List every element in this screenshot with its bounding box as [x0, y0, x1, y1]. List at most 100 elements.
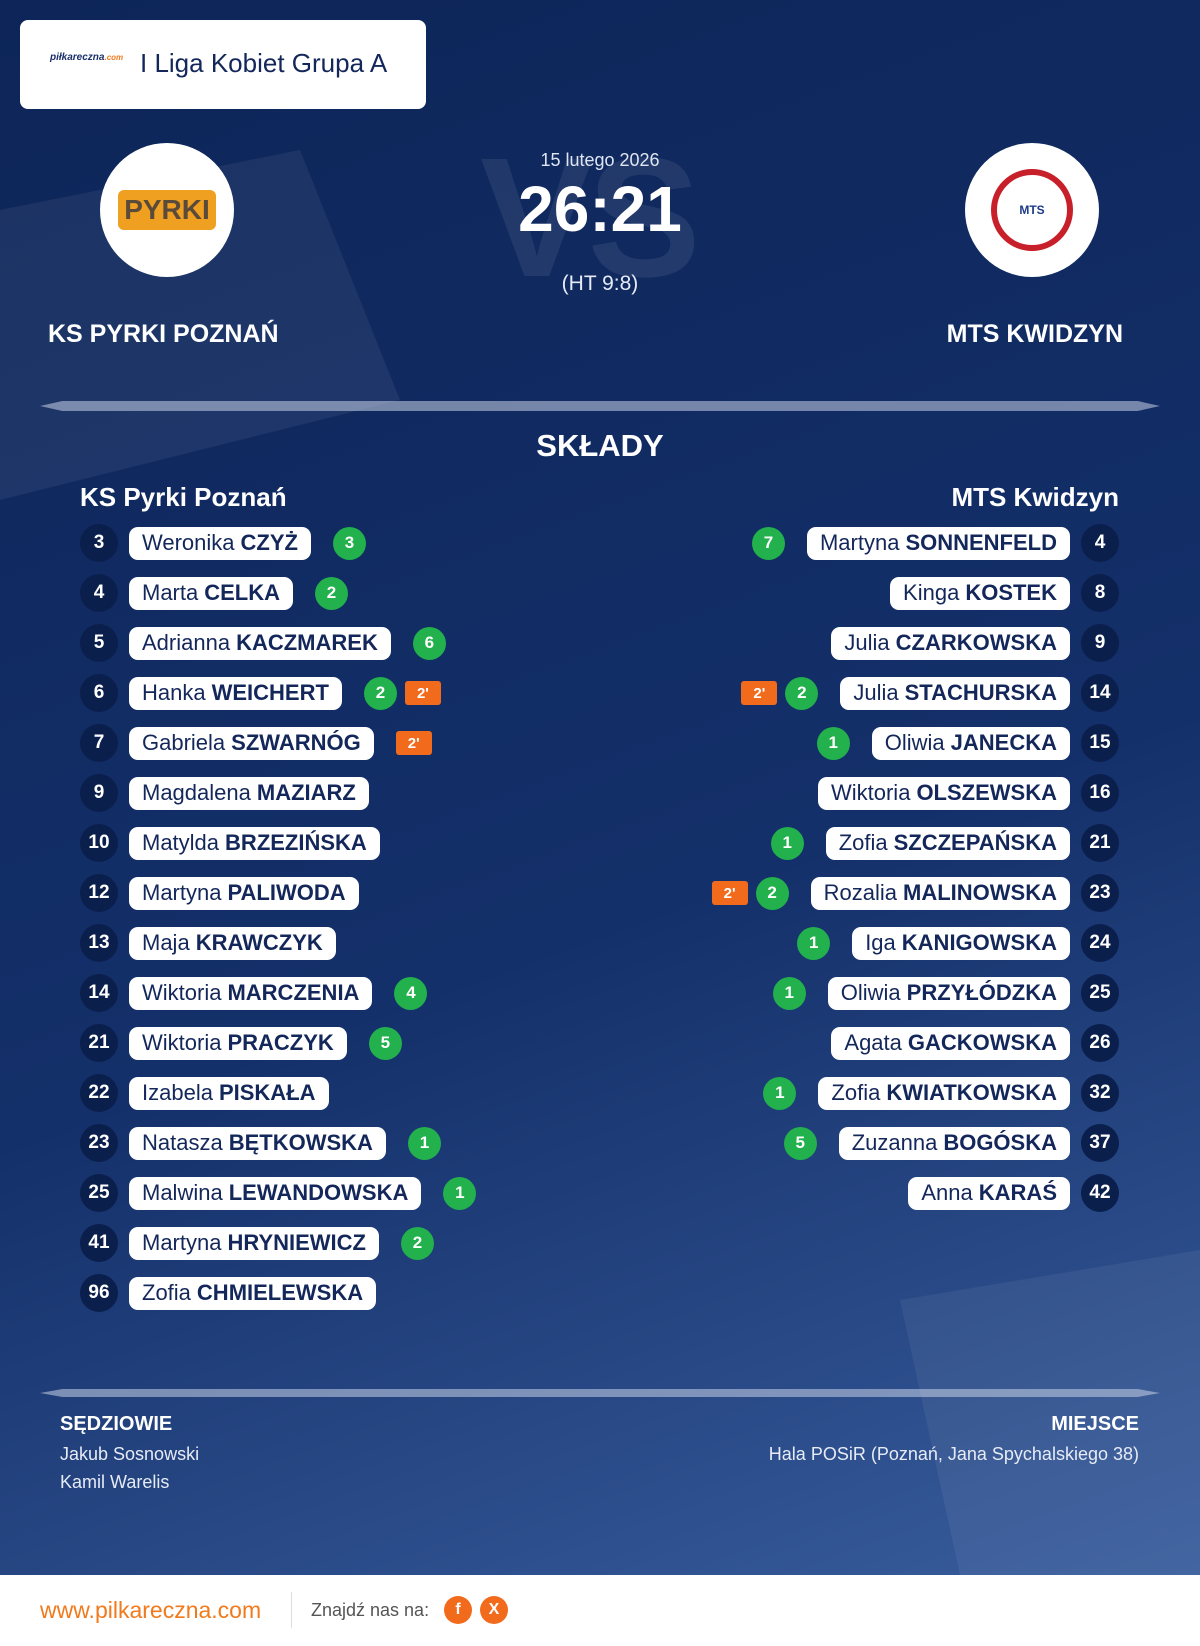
last-name: PRACZYK	[227, 1030, 334, 1055]
player-row: 4 Martyna SONNENFELD 7	[751, 524, 1119, 562]
player-row: 15 Oliwia JANECKA 1	[816, 724, 1119, 762]
player-name: Zofia SZCZEPAŃSKA	[825, 826, 1070, 860]
facebook-icon[interactable]: f	[444, 1596, 472, 1624]
away-badge: MTS	[991, 169, 1073, 251]
away-logo-text: MTS	[1019, 203, 1045, 217]
score: 26:21	[518, 173, 682, 245]
first-name: Wiktoria	[830, 780, 911, 805]
halftime: (HT 9:8)	[561, 272, 639, 295]
first-name: Agata	[844, 1030, 902, 1055]
last-name: HRYNIEWICZ	[227, 1230, 366, 1255]
logo-suffix: .com	[104, 53, 124, 62]
footer-separator	[291, 1592, 292, 1628]
player-name: Gabriela SZWARNÓG	[129, 726, 374, 760]
first-name: Oliwia	[840, 980, 901, 1005]
first-name: Wiktoria	[142, 980, 222, 1005]
player-name: Wiktoria PRACZYK	[129, 1026, 347, 1060]
player-number: 4	[80, 574, 118, 612]
player-number: 22	[80, 1074, 118, 1112]
vs-watermark: VS	[480, 123, 701, 313]
first-name: Natasza	[142, 1130, 223, 1155]
player-name: Marta CELKA	[129, 576, 294, 610]
x-icon[interactable]: X	[480, 1596, 508, 1624]
player-name: Oliwia JANECKA	[871, 726, 1070, 760]
goals-badge: 6	[412, 626, 446, 660]
first-name: Julia	[853, 680, 899, 705]
player-number: 8	[1081, 574, 1119, 612]
footer-url: www.pilkareczna.com	[40, 1597, 262, 1623]
player-name: Martyna SONNENFELD	[806, 526, 1070, 560]
player-number: 41	[80, 1224, 118, 1262]
player-number: 14	[1081, 674, 1119, 712]
first-name: Maja	[142, 930, 190, 955]
first-name: Rozalia	[823, 880, 898, 905]
first-name: Magdalena	[142, 780, 251, 805]
player-number: 9	[1081, 624, 1119, 662]
player-name: Wiktoria OLSZEWSKA	[817, 776, 1070, 810]
goals-badge: 2	[785, 676, 819, 710]
last-name: LEWANDOWSKA	[228, 1180, 409, 1205]
first-name: Izabela	[142, 1080, 213, 1105]
first-name: Adrianna	[142, 630, 231, 655]
player-number: 5	[80, 624, 118, 662]
last-name: KANIGOWSKA	[901, 930, 1057, 955]
goals-badge: 3	[332, 526, 366, 560]
player-name: Matylda BRZEZIŃSKA	[129, 826, 380, 860]
player-row: 21 Zofia SZCZEPAŃSKA 1	[770, 824, 1119, 862]
logo-text: piłkareczna	[50, 52, 105, 63]
player-name: Weronika CZYŻ	[129, 526, 311, 560]
first-name: Martyna	[142, 1230, 222, 1255]
deco-shape	[900, 1250, 1200, 1575]
player-number: 23	[80, 1124, 118, 1162]
first-name: Julia	[844, 630, 890, 655]
player-number: 14	[80, 974, 118, 1012]
player-number: 24	[1081, 924, 1119, 962]
player-name: Natasza BĘTKOWSKA	[129, 1126, 386, 1160]
player-name: Agata GACKOWSKA	[831, 1026, 1070, 1060]
player-name: Izabela PISKAŁA	[129, 1076, 329, 1110]
player-row: 25 Malwina LEWANDOWSKA 1	[80, 1174, 477, 1212]
player-number: 21	[1081, 824, 1119, 862]
player-row: 13 Maja KRAWCZYK	[80, 924, 336, 962]
player-row: 5 Adrianna KACZMAREK 6	[80, 624, 446, 662]
player-row: 25 Oliwia PRZYŁÓDZKA 1	[772, 974, 1119, 1012]
player-number: 3	[80, 524, 118, 562]
goals-badge: 1	[443, 1176, 477, 1210]
player-row: 96 Zofia CHMIELEWSKA	[80, 1274, 377, 1312]
player-name: Martyna PALIWODA	[129, 876, 359, 910]
player-name: Rozalia MALINOWSKA	[810, 876, 1070, 910]
player-number: 23	[1081, 874, 1119, 912]
first-name: Martyna	[142, 880, 222, 905]
goals-badge: 5	[368, 1026, 402, 1060]
first-name: Weronika	[142, 530, 235, 555]
goals-badge: 2	[755, 876, 789, 910]
last-name: MAZIARZ	[256, 780, 356, 805]
player-number: 42	[1081, 1174, 1119, 1212]
player-name: Iga KANIGOWSKA	[852, 926, 1070, 960]
player-row: 26 Agata GACKOWSKA	[831, 1024, 1119, 1062]
match-date: 15 lutego 2026	[540, 150, 660, 170]
logo: piłkareczna.com	[50, 52, 123, 63]
last-name: PRZYŁÓDZKA	[906, 980, 1057, 1005]
player-name: Zuzanna BOGÓSKA	[838, 1126, 1070, 1160]
player-number: 37	[1081, 1124, 1119, 1162]
first-name: Hanka	[142, 680, 206, 705]
player-name: Zofia KWIATKOWSKA	[818, 1076, 1070, 1110]
player-number: 96	[80, 1274, 118, 1312]
player-number: 9	[80, 774, 118, 812]
player-row: 7 Gabriela SZWARNÓG 2'	[80, 724, 432, 762]
last-name: GACKOWSKA	[907, 1030, 1057, 1055]
away-logo: MTS	[965, 143, 1099, 277]
player-name: Maja KRAWCZYK	[129, 926, 336, 960]
last-name: BĘTKOWSKA	[228, 1130, 373, 1155]
header-card	[20, 20, 426, 109]
last-name: STACHURSKA	[904, 680, 1057, 705]
divider	[40, 1389, 1160, 1397]
goals-badge: 1	[763, 1076, 797, 1110]
last-name: CZARKOWSKA	[895, 630, 1057, 655]
penalty-badge: 2'	[404, 681, 441, 705]
goals-badge: 1	[407, 1126, 441, 1160]
player-row: 3 Weronika CZYŻ 3	[80, 524, 366, 562]
first-name: Gabriela	[142, 730, 226, 755]
